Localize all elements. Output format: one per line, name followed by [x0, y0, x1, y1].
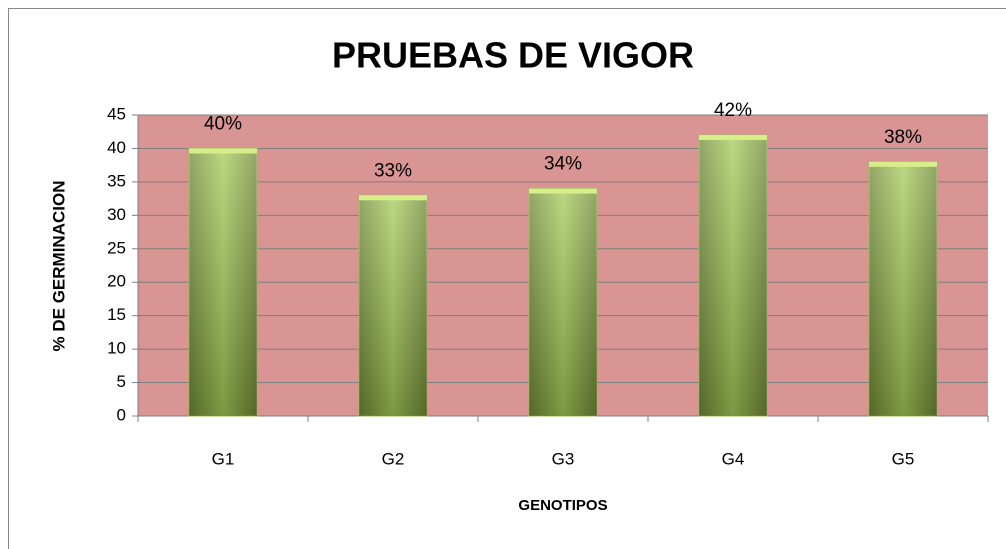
y-tick-label: 40 — [107, 138, 126, 157]
data-label: 33% — [374, 160, 412, 181]
y-tick-label: 0 — [117, 405, 126, 424]
chart-title: PRUEBAS DE VIGOR — [332, 35, 694, 76]
bar-cap — [699, 135, 767, 141]
y-tick-label: 30 — [107, 205, 126, 224]
y-tick-label: 5 — [117, 372, 126, 391]
x-tick-label: G5 — [892, 449, 915, 468]
y-tick-label: 10 — [107, 339, 126, 358]
y-tick-label: 35 — [107, 171, 126, 190]
x-tick-label: G2 — [382, 449, 405, 468]
x-axis-label: GENOTIPOS — [518, 497, 607, 514]
data-label: 34% — [544, 154, 582, 175]
y-tick-label: 20 — [107, 272, 126, 291]
x-tick-label: G4 — [722, 449, 745, 468]
bar-shade — [529, 188, 597, 416]
y-tick-label: 45 — [107, 104, 126, 123]
bar-shade — [699, 135, 767, 417]
bar-cap — [359, 195, 427, 201]
data-label: 40% — [204, 113, 242, 134]
bar-cap — [189, 148, 257, 154]
x-tick-label: G1 — [212, 449, 235, 468]
data-label: 38% — [884, 127, 922, 148]
bar-shade — [869, 161, 937, 416]
bar-cap — [869, 161, 937, 167]
y-tick-label: 25 — [107, 238, 126, 257]
y-axis-label: % DE GERMINACION — [49, 181, 68, 352]
x-tick-label: G3 — [552, 449, 575, 468]
bar-shade — [359, 195, 427, 416]
y-tick-label: 15 — [107, 305, 126, 324]
data-label: 42% — [714, 100, 752, 121]
bar-shade — [189, 148, 257, 416]
bar-cap — [529, 188, 597, 194]
